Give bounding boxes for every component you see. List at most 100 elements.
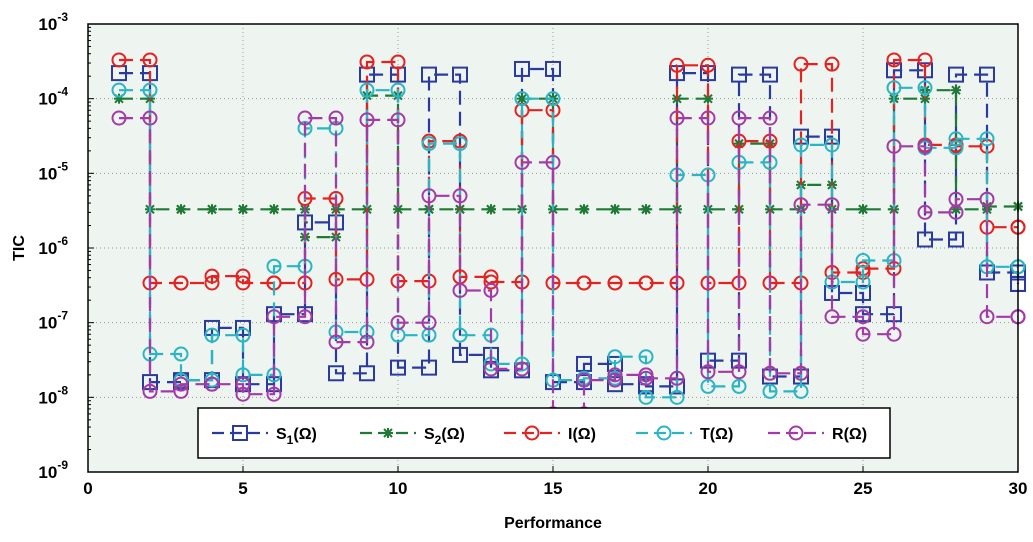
- data-point: [204, 275, 220, 291]
- y-tick-label: 10-9: [38, 458, 68, 482]
- data-point: [173, 376, 189, 392]
- data-point: [266, 258, 282, 274]
- data-point: [886, 326, 902, 342]
- data-point: [235, 268, 251, 284]
- x-tick-label: 25: [854, 479, 873, 498]
- legend-marker: [524, 425, 540, 441]
- data-point: [390, 54, 406, 70]
- data-point: [390, 112, 406, 128]
- data-point: [452, 66, 468, 83]
- data-point: [235, 376, 251, 392]
- data-point: [886, 80, 902, 96]
- data-point: [452, 327, 468, 343]
- data-point: [638, 370, 654, 386]
- data-point: [514, 361, 530, 377]
- data-point: [793, 383, 809, 399]
- data-point: [545, 91, 561, 107]
- data-point: [979, 66, 995, 83]
- data-point: [700, 57, 716, 73]
- data-point: [948, 231, 964, 248]
- data-point: [638, 389, 654, 405]
- data-point: [700, 378, 716, 394]
- x-tick-label: 20: [699, 479, 718, 498]
- data-point: [483, 282, 499, 298]
- legend-entry: I(Ω): [504, 425, 596, 443]
- data-point: [173, 383, 189, 399]
- data-point: [669, 57, 685, 73]
- series-layer: [111, 52, 1026, 422]
- data-point: [452, 188, 468, 204]
- data-point: [731, 66, 747, 83]
- legend-marker: [383, 428, 393, 438]
- data-point: [886, 52, 902, 68]
- data-point: [483, 361, 499, 377]
- data-point: [452, 282, 468, 298]
- data-point: [855, 274, 871, 290]
- data-point: [948, 191, 964, 207]
- data-point: [483, 274, 499, 290]
- data-point: [917, 52, 933, 68]
- x-tick-label: 15: [544, 479, 563, 498]
- data-point: [390, 315, 406, 331]
- data-point: [359, 334, 375, 350]
- legend-label: T(Ω): [700, 426, 733, 443]
- data-point: [328, 334, 344, 350]
- y-tick-label: 10-6: [38, 234, 68, 258]
- data-point: [979, 191, 995, 207]
- data-point: [545, 154, 561, 170]
- data-point: [204, 376, 220, 392]
- data-point: [545, 60, 561, 77]
- y-tick-label: 10-3: [38, 10, 68, 34]
- data-point: [173, 346, 189, 362]
- data-point: [173, 275, 189, 291]
- data-point: [452, 346, 468, 363]
- legend-entry: S2(Ω): [360, 426, 465, 447]
- data-point: [793, 137, 809, 153]
- data-point: [824, 309, 840, 325]
- data-point: [111, 110, 127, 126]
- data-point: [576, 372, 592, 388]
- data-point: [235, 386, 251, 402]
- data-point: [793, 197, 809, 213]
- data-point: [917, 138, 933, 154]
- data-point: [855, 253, 871, 269]
- data-point: [421, 188, 437, 204]
- data-point: [948, 131, 964, 147]
- data-point: [269, 204, 279, 215]
- data-point: [638, 275, 654, 291]
- data-point: [486, 204, 496, 215]
- data-point: [917, 80, 933, 96]
- y-tick-label: 10-7: [38, 309, 68, 333]
- data-point: [421, 66, 437, 83]
- data-point: [607, 367, 623, 383]
- data-point: [793, 365, 809, 381]
- legend-label: I(Ω): [568, 426, 596, 443]
- data-point: [948, 140, 964, 156]
- legend-label: S1(Ω): [276, 426, 317, 447]
- data-point: [142, 110, 158, 126]
- legend: S1(Ω) S2(Ω) I(Ω) T(Ω) R(Ω): [197, 407, 891, 459]
- data-point: [731, 378, 747, 394]
- data-point: [204, 268, 220, 284]
- data-point: [824, 197, 840, 213]
- data-point: [421, 359, 437, 376]
- data-point: [731, 364, 747, 380]
- data-point: [607, 349, 623, 365]
- data-point: [762, 66, 778, 83]
- data-point: [235, 367, 251, 383]
- data-point: [514, 356, 530, 372]
- data-point: [762, 383, 778, 399]
- data-point: [266, 386, 282, 402]
- data-point: [700, 364, 716, 380]
- y-axis-label: TIC: [11, 235, 28, 261]
- data-point: [297, 110, 313, 126]
- data-point: [607, 275, 623, 291]
- data-point: [111, 82, 127, 98]
- series-line: [119, 86, 1018, 399]
- data-point: [669, 370, 685, 386]
- data-point: [238, 204, 248, 215]
- data-point: [731, 110, 747, 126]
- legend-marker: [788, 425, 804, 441]
- data-point: [669, 110, 685, 126]
- y-tick-label: 10-5: [38, 159, 68, 183]
